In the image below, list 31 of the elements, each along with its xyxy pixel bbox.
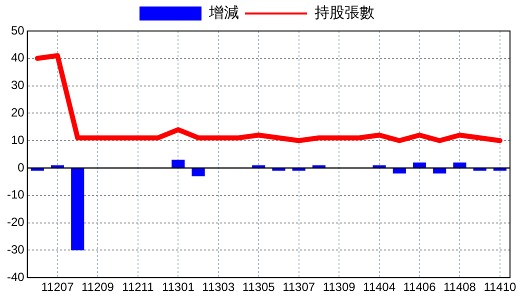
x-tick-label: 11410 (484, 280, 517, 294)
bar (71, 168, 84, 250)
bar (192, 168, 205, 176)
x-tick-label: 11211 (122, 280, 154, 294)
x-tick-label: 11307 (282, 280, 316, 294)
y-tick-label: 30 (10, 78, 25, 92)
bar (412, 162, 426, 168)
y-tick-label: -10 (7, 188, 25, 202)
bar (172, 160, 185, 168)
x-tick-label: 11406 (403, 280, 436, 294)
y-tick-label: 50 (10, 23, 25, 38)
y-tick-label: 20 (10, 106, 25, 120)
y-tick-label: 0 (18, 160, 25, 174)
x-tick-label: 11305 (242, 280, 276, 294)
x-tick-label: 11207 (41, 280, 74, 294)
x-tick-label: 11309 (322, 280, 356, 294)
y-tick-label: 10 (10, 132, 25, 147)
x-tick-label: 11209 (81, 280, 114, 294)
x-tick-label: 11408 (443, 280, 476, 294)
y-tick-label: 40 (10, 50, 25, 65)
y-tick-label: -20 (7, 215, 25, 230)
x-tick-label: 11301 (162, 280, 195, 294)
bar (392, 168, 406, 174)
x-tick-label: 11404 (363, 280, 396, 294)
y-tick-label: -40 (7, 270, 25, 284)
legend-label: 增減 (208, 4, 239, 22)
bar (453, 162, 466, 168)
bar (433, 168, 446, 174)
legend-label: 持股張數 (314, 4, 374, 22)
y-tick-label: -30 (7, 242, 25, 257)
x-tick-label: 11303 (202, 280, 235, 294)
